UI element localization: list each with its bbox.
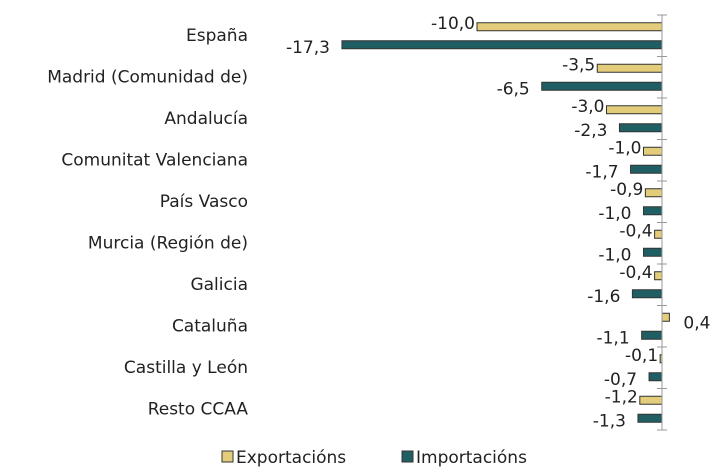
bar — [637, 413, 663, 423]
value-label: -1,7 — [585, 162, 618, 182]
legend-swatch — [401, 450, 414, 463]
value-label: -0,4 — [619, 221, 652, 241]
bar — [606, 105, 663, 115]
value-label: -0,7 — [604, 370, 637, 390]
value-label: -1,0 — [608, 138, 641, 158]
category-label: Murcia (Región de) — [88, 233, 248, 253]
bar — [631, 289, 663, 299]
value-label: -6,5 — [497, 79, 530, 99]
category-label: Castilla y León — [124, 358, 248, 378]
value-label: -1,0 — [598, 245, 631, 265]
value-label: -10,0 — [431, 14, 475, 34]
value-label: -1,1 — [596, 328, 629, 348]
value-label: 0,4 — [683, 313, 710, 333]
value-label: -2,3 — [574, 121, 607, 141]
value-label: -0,9 — [610, 180, 643, 200]
bar — [643, 146, 663, 156]
legend-label: Exportacións — [236, 448, 346, 468]
bar — [618, 123, 663, 133]
bar — [648, 372, 663, 382]
value-label: -1,3 — [593, 411, 626, 431]
category-label: Cataluña — [172, 316, 248, 336]
value-label: -0,1 — [625, 346, 658, 366]
bar — [654, 229, 663, 239]
value-label: -17,3 — [286, 38, 330, 58]
value-label: -0,4 — [619, 263, 652, 283]
legend-swatch — [221, 450, 234, 463]
bar — [596, 63, 663, 73]
category-label: Comunitat Valenciana — [61, 150, 248, 170]
category-label: Galicia — [190, 275, 248, 295]
bar — [661, 312, 670, 322]
value-label: -3,0 — [571, 97, 604, 117]
bar — [639, 395, 663, 405]
value-label: -1,0 — [598, 204, 631, 224]
value-label: -1,2 — [605, 387, 638, 407]
bar — [643, 206, 663, 216]
category-label: Resto CCAA — [148, 399, 249, 419]
bar — [644, 188, 663, 198]
bar — [630, 164, 663, 174]
value-label: -3,5 — [562, 55, 595, 75]
value-label: -1,6 — [587, 287, 620, 307]
bar — [476, 22, 663, 32]
legend-label: Importacións — [416, 448, 527, 468]
bar — [341, 40, 663, 50]
category-label: España — [186, 26, 248, 46]
category-label: Andalucía — [164, 109, 248, 129]
category-label: País Vasco — [160, 192, 248, 212]
bar — [641, 330, 663, 340]
bar — [643, 247, 663, 257]
bar — [654, 271, 663, 281]
bar — [541, 81, 663, 91]
category-label: Madrid (Comunidad de) — [47, 67, 248, 87]
